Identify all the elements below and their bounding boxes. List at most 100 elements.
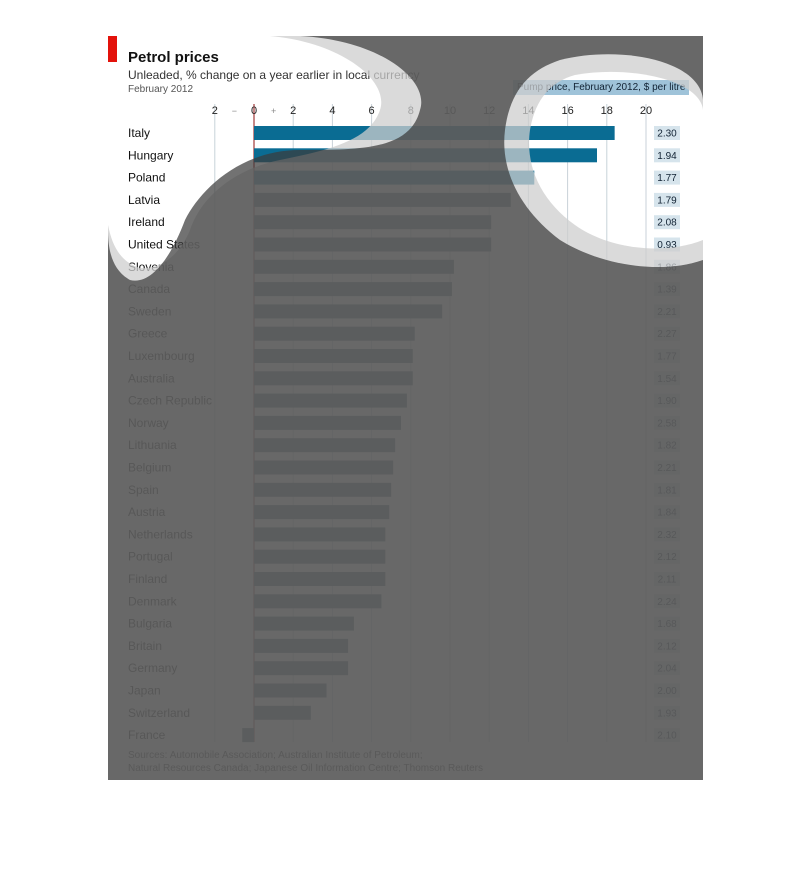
category-label: Germany: [128, 661, 177, 675]
bar-switzerland: [254, 705, 311, 720]
pump-price-label: 1.68: [657, 619, 677, 630]
pump-price-label: 2.12: [657, 552, 677, 563]
chart-sources: Sources: Automobile Association; Austral…: [128, 750, 483, 774]
category-label: Britain: [128, 639, 162, 653]
category-label: Netherlands: [128, 527, 193, 541]
category-label: Luxembourg: [128, 349, 195, 363]
category-label: Finland: [128, 572, 167, 586]
bar-italy: [254, 126, 615, 140]
bar-denmark: [254, 594, 382, 609]
category-label: Austria: [128, 505, 166, 519]
category-label: Norway: [128, 416, 169, 430]
bar-greece: [254, 326, 415, 341]
pump-price-label: 1.82: [657, 441, 677, 452]
category-label: Canada: [128, 282, 170, 296]
category-label: Sweden: [128, 304, 171, 318]
x-tick-label: 18: [601, 105, 613, 117]
pump-price-label: 2.12: [657, 641, 677, 652]
x-tick-label: 6: [369, 105, 375, 117]
bar-australia: [254, 371, 413, 386]
bar-hungary: [254, 148, 597, 163]
x-tick-label: 20: [640, 105, 652, 117]
bar-united-states: [254, 237, 492, 252]
bar-sweden: [254, 304, 443, 319]
pump-price-label: 2.00: [657, 686, 677, 697]
bar-belgium: [254, 460, 394, 475]
pump-price-label: 2.32: [657, 530, 677, 541]
pump-price-label: 2.08: [657, 218, 677, 229]
category-label: Spain: [128, 483, 159, 497]
category-label: Czech Republic: [128, 394, 212, 408]
x-tick-label: 4: [329, 105, 335, 117]
pump-price-label: 1.86: [657, 262, 677, 273]
bar-spain: [254, 482, 392, 497]
category-label: Bulgaria: [128, 617, 172, 631]
category-label: Hungary: [128, 148, 173, 162]
bar-czech-republic: [254, 393, 407, 408]
bar-britain: [254, 638, 349, 653]
pump-price-label: 1.77: [657, 352, 677, 363]
pump-price-label: 2.24: [657, 597, 677, 608]
category-label: Denmark: [128, 594, 178, 608]
bar-netherlands: [254, 527, 386, 542]
bar-slovenia: [254, 259, 454, 274]
x-tick-label: 8: [408, 105, 414, 117]
bar-poland: [254, 170, 535, 185]
pump-price-label: 1.54: [657, 374, 677, 385]
pump-price-label: 2.04: [657, 664, 677, 675]
category-label: Italy: [128, 126, 150, 140]
pump-price-label: 1.94: [657, 151, 677, 162]
category-label: Lithuania: [128, 438, 177, 452]
category-label: Latvia: [128, 193, 160, 207]
bar-france: [242, 728, 254, 743]
pump-price-label: 2.11: [658, 575, 677, 586]
x-tick-label: 10: [444, 105, 456, 117]
bar-latvia: [254, 192, 511, 207]
bar-luxembourg: [254, 349, 413, 363]
bar-austria: [254, 505, 390, 520]
pump-price-label: 2.10: [657, 731, 677, 742]
bar-norway: [254, 415, 401, 430]
pump-price-label: 1.90: [657, 396, 677, 407]
pump-price-label: 2.21: [657, 307, 677, 318]
pump-price-label: 2.21: [657, 463, 677, 474]
pump-price-label: 2.30: [657, 129, 677, 140]
category-label: Greece: [128, 327, 168, 341]
bar-canada: [254, 282, 452, 297]
chart-panel: Petrol prices Unleaded, % change on a ye…: [108, 36, 703, 780]
x-tick-label: 14: [522, 105, 534, 117]
category-label: Japan: [128, 684, 161, 698]
bar-portugal: [254, 549, 386, 564]
category-label: France: [128, 728, 166, 742]
minus-sign-marker: −: [232, 106, 237, 116]
category-label: Portugal: [128, 550, 173, 564]
category-label: Slovenia: [128, 260, 174, 274]
pump-price-label: 2.58: [657, 418, 677, 429]
plus-sign-marker: +: [271, 106, 276, 116]
bar-germany: [254, 661, 349, 676]
bar-bulgaria: [254, 616, 354, 631]
category-label: Ireland: [128, 215, 165, 229]
bar-japan: [254, 683, 327, 698]
bar-lithuania: [254, 438, 396, 453]
pump-price-label: 0.93: [657, 240, 677, 251]
category-label: Switzerland: [128, 706, 190, 720]
x-tick-label: 0: [251, 105, 257, 117]
pump-price-label: 1.93: [657, 708, 677, 719]
bar-ireland: [254, 215, 492, 230]
x-tick-label: 12: [483, 105, 495, 117]
bar-finland: [254, 572, 386, 586]
x-tick-label: 2: [290, 105, 296, 117]
pump-price-label: 1.79: [657, 195, 677, 206]
x-tick-label: 16: [561, 105, 573, 117]
pump-price-label: 1.81: [657, 485, 677, 496]
pump-price-label: 2.27: [657, 329, 677, 340]
x-tick-label: 2: [212, 105, 218, 117]
pump-price-label: 1.84: [657, 508, 677, 519]
pump-price-label: 1.39: [657, 285, 677, 296]
category-label: United States: [128, 238, 200, 252]
pump-price-label: 1.77: [657, 173, 677, 184]
category-label: Poland: [128, 171, 165, 185]
category-label: Australia: [128, 371, 175, 385]
